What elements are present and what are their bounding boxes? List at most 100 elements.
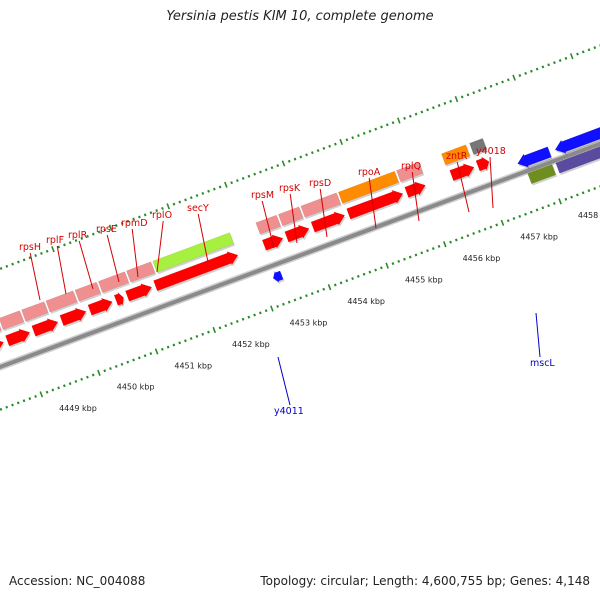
map-title: Yersinia pestis KIM 10, complete genome bbox=[166, 9, 434, 24]
inner-tick-mark bbox=[385, 262, 389, 269]
inner-tick-mark bbox=[57, 386, 60, 390]
outer-tick-mark bbox=[270, 166, 274, 170]
inner-tick-mark bbox=[299, 296, 303, 300]
inner-tick-mark bbox=[45, 390, 49, 394]
outer-tick-track bbox=[0, 44, 600, 270]
inner-tick-mark bbox=[426, 249, 429, 253]
inner-tick-mark bbox=[541, 206, 545, 210]
inner-tick-mark bbox=[310, 292, 314, 296]
gene-shadow bbox=[0, 325, 3, 334]
outer-tick-mark bbox=[155, 209, 159, 213]
outer-tick-mark bbox=[351, 136, 355, 140]
kbp-tick-label: 4454 kbp bbox=[347, 297, 385, 306]
outer-tick-mark bbox=[385, 123, 389, 127]
inner-tick-mark bbox=[16, 401, 20, 405]
inner-tick-mark bbox=[11, 403, 14, 407]
inner-tick-mark bbox=[143, 354, 147, 358]
inner-tick-mark bbox=[132, 358, 135, 362]
inner-tick-mark bbox=[322, 287, 326, 291]
outer-tick-mark bbox=[443, 101, 447, 105]
rrna-block bbox=[300, 192, 341, 218]
inner-tick-mark bbox=[414, 253, 418, 257]
leader-line bbox=[319, 188, 328, 238]
inner-tick-mark bbox=[201, 332, 205, 336]
inner-tick-mark bbox=[431, 247, 435, 251]
outer-tick-mark bbox=[397, 117, 401, 124]
mscL-gene bbox=[527, 164, 557, 185]
outer-tick-mark bbox=[184, 198, 187, 202]
inner-tick-mark bbox=[570, 195, 573, 199]
gene-label-texts: rpsH rplF rplR rpsE rpmD rplO secY rpsM rpsK rpsD… bbox=[19, 146, 555, 417]
outer-tick-mark bbox=[305, 153, 308, 157]
outer-tick-mark bbox=[0, 266, 3, 270]
inner-tick-mark bbox=[207, 330, 210, 334]
inner-tick-mark bbox=[587, 189, 591, 193]
gene-label-rplF: rplF bbox=[46, 235, 64, 246]
outer-tick-mark bbox=[569, 53, 574, 60]
outer-tick-mark bbox=[57, 245, 61, 249]
inner-tick-mark bbox=[22, 399, 26, 403]
outer-tick-mark bbox=[172, 202, 176, 206]
inner-tick-mark bbox=[593, 187, 597, 190]
inner-tick-mark bbox=[518, 214, 522, 218]
cds-arrow bbox=[59, 307, 87, 327]
cds-arrow bbox=[5, 328, 31, 347]
inner-tick-mark bbox=[28, 397, 32, 401]
inner-tick-mark bbox=[172, 343, 176, 347]
cds-arrow bbox=[31, 318, 59, 337]
inner-tick-mark bbox=[576, 193, 579, 197]
leader-line bbox=[368, 177, 377, 229]
leader-line bbox=[411, 171, 420, 222]
genome-summary-text: Topology: circular; Length: 4,600,755 bp… bbox=[260, 574, 590, 588]
cds-arrow bbox=[113, 292, 124, 306]
rrna-block bbox=[126, 261, 156, 283]
kbp-tick-label: 4457 kbp bbox=[520, 233, 558, 242]
leader-line bbox=[535, 312, 541, 358]
outer-tick-mark bbox=[63, 243, 66, 247]
outer-tick-mark bbox=[576, 52, 579, 56]
outer-tick-mark bbox=[564, 56, 568, 60]
inner-tick-mark bbox=[351, 277, 354, 281]
inner-tick-mark bbox=[39, 391, 44, 398]
outer-tick-mark bbox=[40, 251, 43, 255]
inner-tick-mark bbox=[137, 356, 141, 360]
outer-tick-mark bbox=[120, 221, 124, 225]
inner-tick-mark bbox=[466, 234, 470, 238]
inner-tick-mark bbox=[380, 266, 383, 270]
position-labels: 4449 kbp 4450 kbp 4451 kbp 4452 kbp 4453 kbp… bbox=[59, 211, 600, 413]
outer-tick-mark bbox=[310, 151, 314, 155]
inner-tick-mark bbox=[489, 225, 493, 229]
outer-tick-mark bbox=[259, 170, 262, 174]
outer-tick-mark bbox=[91, 232, 95, 236]
inner-tick-mark bbox=[218, 326, 222, 330]
outer-tick-mark bbox=[535, 67, 539, 71]
outer-tick-mark bbox=[460, 95, 464, 99]
inner-tick-mark bbox=[327, 284, 332, 291]
inner-tick-mark bbox=[154, 348, 159, 355]
inner-tick-mark bbox=[68, 382, 72, 386]
outer-tick-mark bbox=[506, 78, 510, 82]
inner-tick-mark bbox=[178, 341, 182, 345]
inner-tick-mark bbox=[126, 360, 130, 364]
outer-tick-mark bbox=[380, 125, 383, 129]
cds-arrow bbox=[125, 283, 153, 302]
inner-tick-mark bbox=[368, 270, 372, 274]
outer-tick-mark bbox=[51, 246, 55, 253]
gene-label-zntR: zntR bbox=[446, 151, 468, 162]
inner-tick-mark bbox=[97, 369, 101, 376]
outer-tick-mark bbox=[489, 84, 493, 88]
inner-tick-mark bbox=[374, 268, 377, 272]
inner-tick-mark bbox=[449, 240, 452, 244]
outer-tick-mark bbox=[138, 215, 141, 219]
gene-label-rplQ: rplQ bbox=[401, 161, 421, 172]
gene-features bbox=[0, 127, 600, 352]
inner-tick-mark bbox=[189, 337, 193, 341]
leader-line bbox=[78, 240, 94, 290]
outer-tick-mark bbox=[299, 155, 303, 159]
kbp-tick-label: 4450 kbp bbox=[117, 383, 155, 392]
inner-tick-mark bbox=[91, 373, 95, 377]
outer-tick-mark bbox=[345, 138, 349, 142]
outer-tick-mark bbox=[22, 258, 26, 262]
